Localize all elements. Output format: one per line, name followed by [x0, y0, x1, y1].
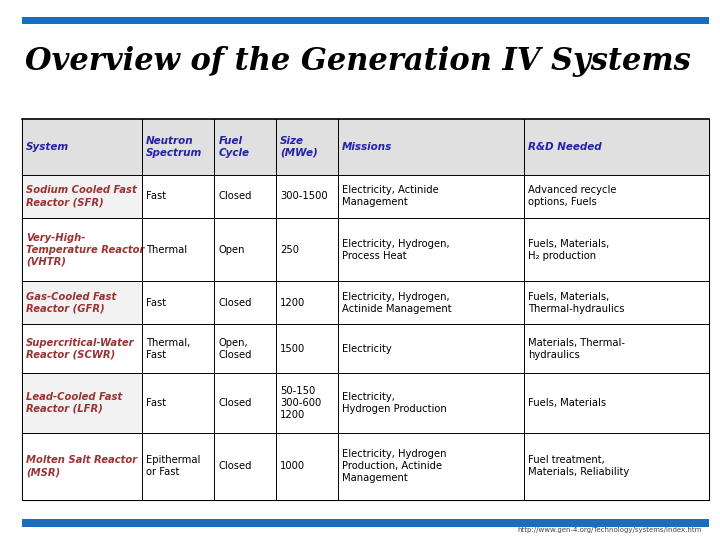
Bar: [338, 325, 523, 373]
Bar: [214, 281, 276, 325]
Text: Fuel treatment,
Materials, Reliability: Fuel treatment, Materials, Reliability: [528, 455, 629, 477]
Text: 1500: 1500: [280, 344, 305, 354]
Bar: [214, 325, 276, 373]
Text: Electricity, Hydrogen,
Process Heat: Electricity, Hydrogen, Process Heat: [342, 239, 450, 261]
Bar: [523, 433, 709, 500]
Text: http://www.gen-4.org/Technology/systems/index.htm: http://www.gen-4.org/Technology/systems/…: [518, 527, 702, 534]
Text: Sodium Cooled Fast
Reactor (SFR): Sodium Cooled Fast Reactor (SFR): [26, 185, 137, 207]
Text: 50-150
300-600
1200: 50-150 300-600 1200: [280, 386, 322, 420]
Bar: [142, 373, 214, 433]
Bar: [276, 175, 338, 218]
Text: Missions: Missions: [342, 142, 392, 152]
Bar: [214, 119, 276, 175]
Text: Size
(MWe): Size (MWe): [280, 136, 318, 158]
Text: Thermal,
Fast: Thermal, Fast: [146, 338, 191, 360]
Text: 1200: 1200: [280, 298, 305, 308]
Text: Molten Salt Reactor
(MSR): Molten Salt Reactor (MSR): [26, 455, 137, 477]
Bar: [142, 119, 214, 175]
Bar: [22, 175, 142, 218]
Text: Electricity, Actinide
Management: Electricity, Actinide Management: [342, 185, 439, 207]
Text: Fast: Fast: [146, 398, 166, 408]
Bar: [142, 218, 214, 281]
Text: Electricity: Electricity: [342, 344, 392, 354]
Bar: [523, 373, 709, 433]
Text: Materials, Thermal-
hydraulics: Materials, Thermal- hydraulics: [528, 338, 625, 360]
Bar: [22, 218, 142, 281]
Text: Fuels, Materials: Fuels, Materials: [528, 398, 606, 408]
Text: 300-1500: 300-1500: [280, 191, 328, 201]
Text: Closed: Closed: [218, 398, 252, 408]
Bar: [338, 281, 523, 325]
Text: Overview of the Generation IV Systems: Overview of the Generation IV Systems: [25, 46, 691, 77]
Bar: [22, 373, 142, 433]
Bar: [22, 519, 709, 526]
Bar: [22, 325, 142, 373]
Text: Open,
Closed: Open, Closed: [218, 338, 252, 360]
Bar: [214, 218, 276, 281]
Text: Lead-Cooled Fast
Reactor (LFR): Lead-Cooled Fast Reactor (LFR): [26, 392, 122, 414]
Text: Electricity, Hydrogen
Production, Actinide
Management: Electricity, Hydrogen Production, Actini…: [342, 449, 446, 483]
Text: System: System: [26, 142, 69, 152]
Bar: [523, 281, 709, 325]
Bar: [22, 119, 142, 175]
Bar: [523, 119, 709, 175]
Text: Electricity,
Hydrogen Production: Electricity, Hydrogen Production: [342, 392, 447, 414]
Text: Gas-Cooled Fast
Reactor (GFR): Gas-Cooled Fast Reactor (GFR): [26, 292, 116, 314]
Bar: [523, 218, 709, 281]
Text: Very-High-
Temperature Reactor
(VHTR): Very-High- Temperature Reactor (VHTR): [26, 233, 144, 267]
Text: Advanced recycle
options, Fuels: Advanced recycle options, Fuels: [528, 185, 616, 207]
Bar: [22, 281, 142, 325]
Bar: [22, 17, 709, 24]
Bar: [338, 218, 523, 281]
Text: Fuel
Cycle: Fuel Cycle: [218, 136, 249, 158]
Bar: [142, 433, 214, 500]
Text: Closed: Closed: [218, 298, 252, 308]
Text: Fast: Fast: [146, 191, 166, 201]
Bar: [276, 119, 338, 175]
Text: Fast: Fast: [146, 298, 166, 308]
Bar: [142, 175, 214, 218]
Bar: [338, 119, 523, 175]
Bar: [22, 119, 709, 500]
Bar: [142, 325, 214, 373]
Text: Neutron
Spectrum: Neutron Spectrum: [146, 136, 202, 158]
Text: 250: 250: [280, 245, 300, 254]
Bar: [276, 218, 338, 281]
Text: Epithermal
or Fast: Epithermal or Fast: [146, 455, 201, 477]
Bar: [338, 373, 523, 433]
Text: Supercritical-Water
Reactor (SCWR): Supercritical-Water Reactor (SCWR): [26, 338, 135, 360]
Text: Fuels, Materials,
Thermal-hydraulics: Fuels, Materials, Thermal-hydraulics: [528, 292, 624, 314]
Bar: [276, 325, 338, 373]
Bar: [338, 433, 523, 500]
Bar: [523, 325, 709, 373]
Text: Thermal: Thermal: [146, 245, 187, 254]
Bar: [523, 175, 709, 218]
Text: 1000: 1000: [280, 461, 305, 471]
Text: Open: Open: [218, 245, 245, 254]
Bar: [276, 433, 338, 500]
Text: R&D Needed: R&D Needed: [528, 142, 601, 152]
Bar: [214, 175, 276, 218]
Bar: [276, 281, 338, 325]
Text: Closed: Closed: [218, 191, 252, 201]
Bar: [338, 175, 523, 218]
Bar: [214, 433, 276, 500]
Text: Fuels, Materials,
H₂ production: Fuels, Materials, H₂ production: [528, 239, 609, 261]
Bar: [214, 373, 276, 433]
Text: Electricity, Hydrogen,
Actinide Management: Electricity, Hydrogen, Actinide Manageme…: [342, 292, 452, 314]
Bar: [142, 281, 214, 325]
Bar: [22, 433, 142, 500]
Bar: [276, 373, 338, 433]
Text: Closed: Closed: [218, 461, 252, 471]
